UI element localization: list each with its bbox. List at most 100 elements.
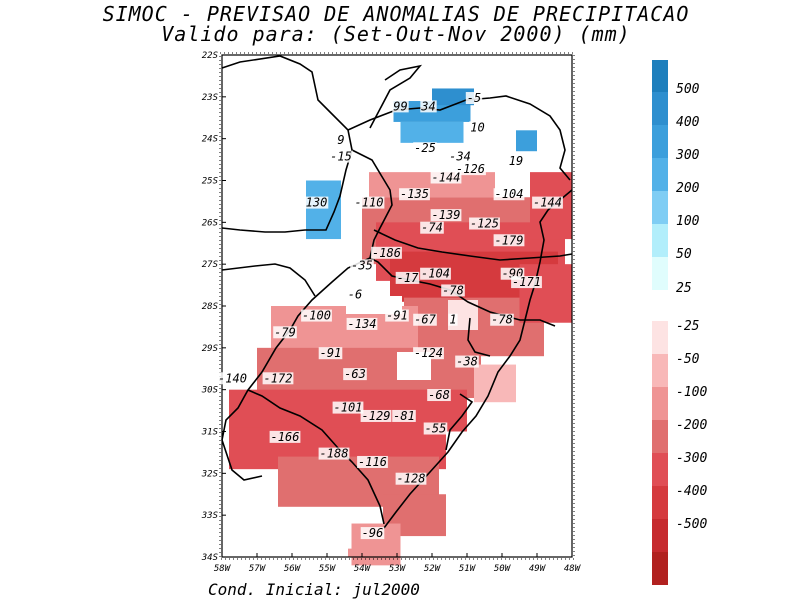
station-value: 10 — [470, 120, 484, 134]
lat-tick-label: 31S — [201, 428, 219, 438]
value-label-bg — [420, 221, 444, 234]
legend-swatch-negative — [652, 519, 668, 552]
value-label-bg — [353, 196, 385, 209]
value-label-bg — [493, 188, 525, 201]
legend-swatch-negative — [652, 453, 668, 486]
value-label-bg — [469, 121, 486, 134]
value-label-bg — [448, 313, 458, 326]
lon-tick-label: 58W — [214, 564, 232, 574]
value-label-bg — [343, 368, 367, 381]
legend-swatch-negative — [652, 387, 668, 420]
value-label-bg — [360, 409, 392, 422]
value-label-bg — [493, 234, 525, 247]
legend-label-positive: 50 — [676, 247, 692, 262]
value-label-bg — [469, 217, 500, 230]
station-value: -91 — [320, 346, 342, 360]
anomaly-cell — [400, 121, 464, 143]
value-label-bg — [455, 355, 479, 368]
lon-tick-label: 49W — [529, 564, 547, 574]
station-value: -166 — [271, 430, 300, 444]
legend-swatch-negative — [652, 552, 668, 585]
color-legend: 500 400 300 200 100 50 25 -25 -50 -100 -200 -300 -40… — [652, 60, 707, 585]
legend-swatch-negative — [652, 486, 668, 519]
station-value: -124 — [414, 346, 443, 360]
value-label-bg — [395, 472, 427, 485]
value-label-bg — [318, 447, 350, 460]
station-value: -34 — [449, 150, 471, 164]
station-value: 130 — [306, 196, 328, 210]
lon-tick-label: 55W — [319, 564, 337, 574]
station-value: -68 — [428, 388, 450, 402]
value-label-bg — [360, 527, 385, 540]
station-value: -78 — [491, 313, 513, 327]
lat-tick-label: 26S — [202, 218, 219, 228]
anomaly-cell — [516, 130, 537, 152]
value-label-bg — [511, 276, 542, 289]
legend-swatch-positive — [652, 60, 668, 92]
station-value: 34 — [420, 99, 435, 113]
lat-tick-label: 28S — [202, 302, 219, 312]
legend-label-negative: -400 — [676, 484, 707, 499]
station-value: -55 — [425, 422, 447, 436]
station-value: -171 — [512, 275, 541, 289]
value-label-bg — [357, 455, 388, 468]
value-label-bg — [413, 142, 437, 155]
legend-label-negative: -200 — [676, 418, 707, 433]
value-label-bg — [420, 100, 437, 113]
station-value: -144 — [533, 196, 562, 210]
station-value: -74 — [421, 221, 443, 235]
station-value: -104 — [495, 187, 524, 201]
station-value: 1 — [449, 313, 456, 327]
legend-swatch-positive — [652, 92, 668, 125]
station-value: -38 — [456, 355, 478, 369]
longitude-tick-labels: 58W 57W 56W 55W 54W 53W 52W 51W 50W 49W 48W — [214, 553, 582, 574]
value-label-bg — [413, 347, 444, 360]
lat-tick-label: 22S — [202, 51, 219, 61]
legend-swatch-positive — [652, 257, 668, 290]
initial-condition-label: Cond. Inicial: jul2000 — [208, 580, 420, 599]
station-value: -179 — [495, 233, 524, 247]
station-value: -144 — [432, 171, 461, 185]
station-value: 99 — [393, 99, 407, 113]
value-label-bg — [430, 171, 462, 184]
legend-label-negative: -300 — [676, 451, 707, 466]
lon-tick-label: 48W — [564, 564, 582, 574]
value-label-bg — [455, 163, 486, 176]
legend-swatch-negative — [652, 354, 668, 387]
legend-label-negative: -500 — [676, 517, 707, 532]
lon-tick-label: 51W — [459, 564, 477, 574]
value-label-bg — [336, 133, 346, 146]
lat-tick-label: 29S — [202, 344, 219, 354]
value-label-bg — [423, 422, 448, 435]
legend-label-positive: 200 — [676, 181, 700, 196]
station-value: -63 — [344, 367, 366, 381]
station-value: -5 — [467, 91, 481, 105]
latitude-tick-labels: 22S 23S 24S 25S 26S 27S 28S 29S 30S 31S 32S 33S 34S — [201, 51, 226, 563]
chart-title: SIMOC - PREVISAO DE ANOMALIAS DE PRECIPI… — [102, 2, 690, 26]
station-value: -81 — [393, 409, 415, 423]
value-label-bg — [441, 284, 465, 297]
legend-swatch-negative — [652, 420, 668, 453]
lon-tick-label: 57W — [249, 564, 267, 574]
value-label-bg — [430, 209, 462, 222]
chart-subtitle: Valido para: (Set-Out-Nov 2000) (mm) — [161, 22, 631, 46]
station-value: -96 — [362, 526, 384, 540]
station-value: -104 — [421, 267, 450, 281]
station-value: -79 — [274, 325, 296, 339]
value-label-bg — [304, 196, 329, 209]
legend-swatch-positive — [652, 224, 668, 257]
legend-label-positive: 100 — [676, 214, 700, 229]
legend-label-positive: 25 — [676, 281, 692, 296]
station-value: -101 — [334, 401, 363, 415]
value-label-bg — [427, 389, 451, 402]
legend-label-negative: -100 — [676, 385, 707, 400]
station-value: 19 — [509, 154, 523, 168]
lat-tick-label: 23S — [202, 93, 219, 103]
value-label-bg — [346, 288, 364, 301]
station-value: -129 — [362, 409, 391, 423]
value-label-bg — [346, 317, 378, 330]
value-label-bg — [318, 347, 343, 360]
lon-tick-label: 54W — [354, 564, 372, 574]
value-label-bg — [269, 430, 301, 443]
